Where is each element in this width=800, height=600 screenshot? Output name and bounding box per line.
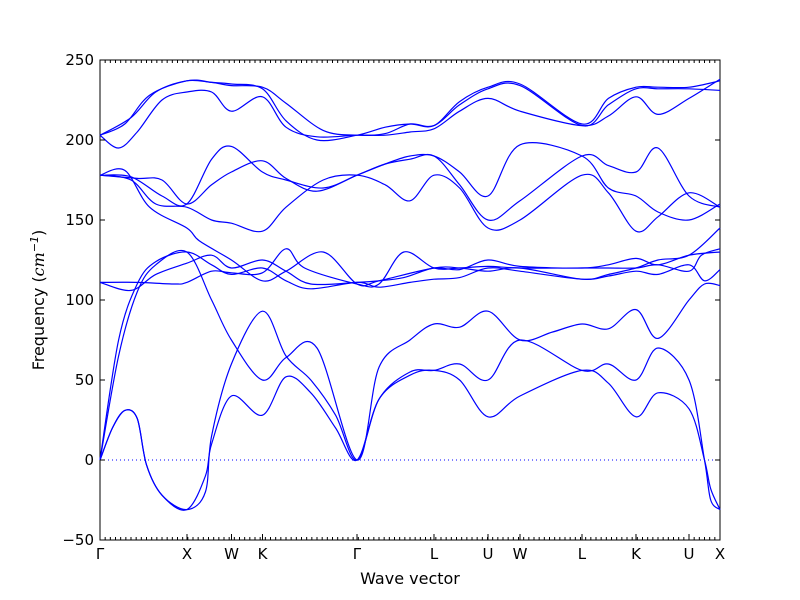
y-tick-label: 100 — [65, 291, 94, 309]
band-line-8 — [99, 173, 721, 233]
x-tick-label: X — [715, 545, 725, 563]
band-line-1 — [99, 369, 721, 511]
band-line-9 — [99, 145, 721, 221]
x-tick-label: W — [224, 545, 239, 563]
band-line-4 — [99, 251, 721, 461]
y-axis-label: Frequency (cm−1) — [28, 230, 48, 371]
x-tick-label: Γ — [96, 545, 105, 563]
y-axis-label-exp: −1 — [28, 236, 41, 252]
x-tick-label: K — [631, 545, 642, 563]
band-line-12 — [99, 79, 721, 137]
band-line-7 — [99, 168, 721, 287]
x-tick-label: U — [684, 545, 695, 563]
y-tick-label: 0 — [84, 451, 94, 469]
band-line-10 — [99, 142, 721, 221]
y-axis-label-unit: cm — [29, 252, 48, 276]
y-tick-label: 50 — [75, 371, 94, 389]
band-line-2 — [99, 310, 721, 511]
x-tick-label: W — [513, 545, 528, 563]
y-tick-label: 200 — [65, 131, 94, 149]
band-line-3 — [99, 249, 721, 461]
x-tick-label: K — [258, 545, 269, 563]
y-tick-label: −50 — [62, 531, 94, 549]
band-line-5 — [99, 251, 721, 292]
band-line-6 — [99, 248, 721, 288]
x-tick-label: L — [430, 545, 439, 563]
x-axis-label: Wave vector — [360, 569, 460, 588]
x-tick-label: X — [182, 545, 192, 563]
y-axis-label-text: Frequency ( — [29, 276, 48, 370]
y-ticks-layer: −50 0 50 100 150 200 250 — [62, 51, 720, 549]
y-tick-label: 150 — [65, 211, 94, 229]
band-line-13 — [99, 79, 721, 142]
band-line-11 — [99, 78, 721, 149]
bands-layer — [99, 78, 721, 511]
x-tick-label: Γ — [353, 545, 362, 563]
y-tick-label: 250 — [65, 51, 94, 69]
y-axis-label-close: ) — [29, 230, 48, 236]
x-tick-label: U — [483, 545, 494, 563]
x-tick-label: L — [578, 545, 587, 563]
